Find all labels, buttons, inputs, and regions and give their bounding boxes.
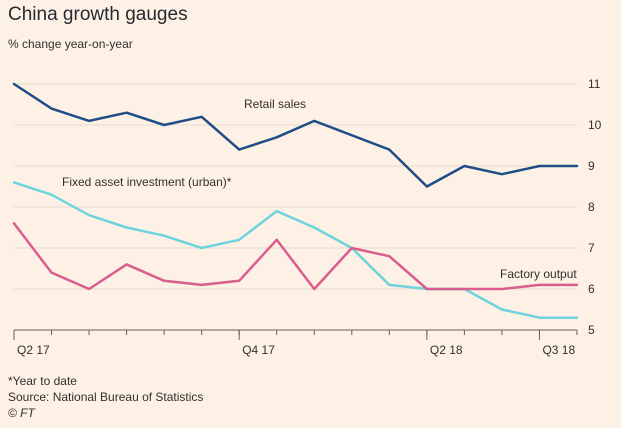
x-tick-label: Q2 17 [17,343,50,357]
x-tick-label: Q2 18 [430,343,463,357]
y-tick-label: 6 [588,282,595,296]
chart-title: China growth gauges [8,4,188,25]
x-tick-label: Q4 17 [242,343,275,357]
y-tick-label: 11 [588,77,601,91]
series-line [12,222,579,291]
series-label: Retail sales [244,97,306,111]
y-tick-label: 5 [588,323,595,337]
source-note: Source: National Bureau of Statistics [8,390,204,404]
y-tick-label: 7 [588,241,595,255]
series-label: Fixed asset investment (urban)* [62,175,232,189]
x-tick-label: Q3 18 [542,343,575,357]
series-line [12,181,579,319]
series-label: Factory output [500,267,577,281]
copyright-credit: © FT [8,406,35,420]
series-line [12,82,579,188]
footnote: *Year to date [8,374,77,388]
y-tick-label: 10 [588,118,602,132]
chart-subtitle: % change year-on-year [8,37,133,51]
y-tick-label: 8 [588,200,595,214]
y-tick-label: 9 [588,159,595,173]
chart-footer: *Year to date Source: National Bureau of… [8,373,203,421]
